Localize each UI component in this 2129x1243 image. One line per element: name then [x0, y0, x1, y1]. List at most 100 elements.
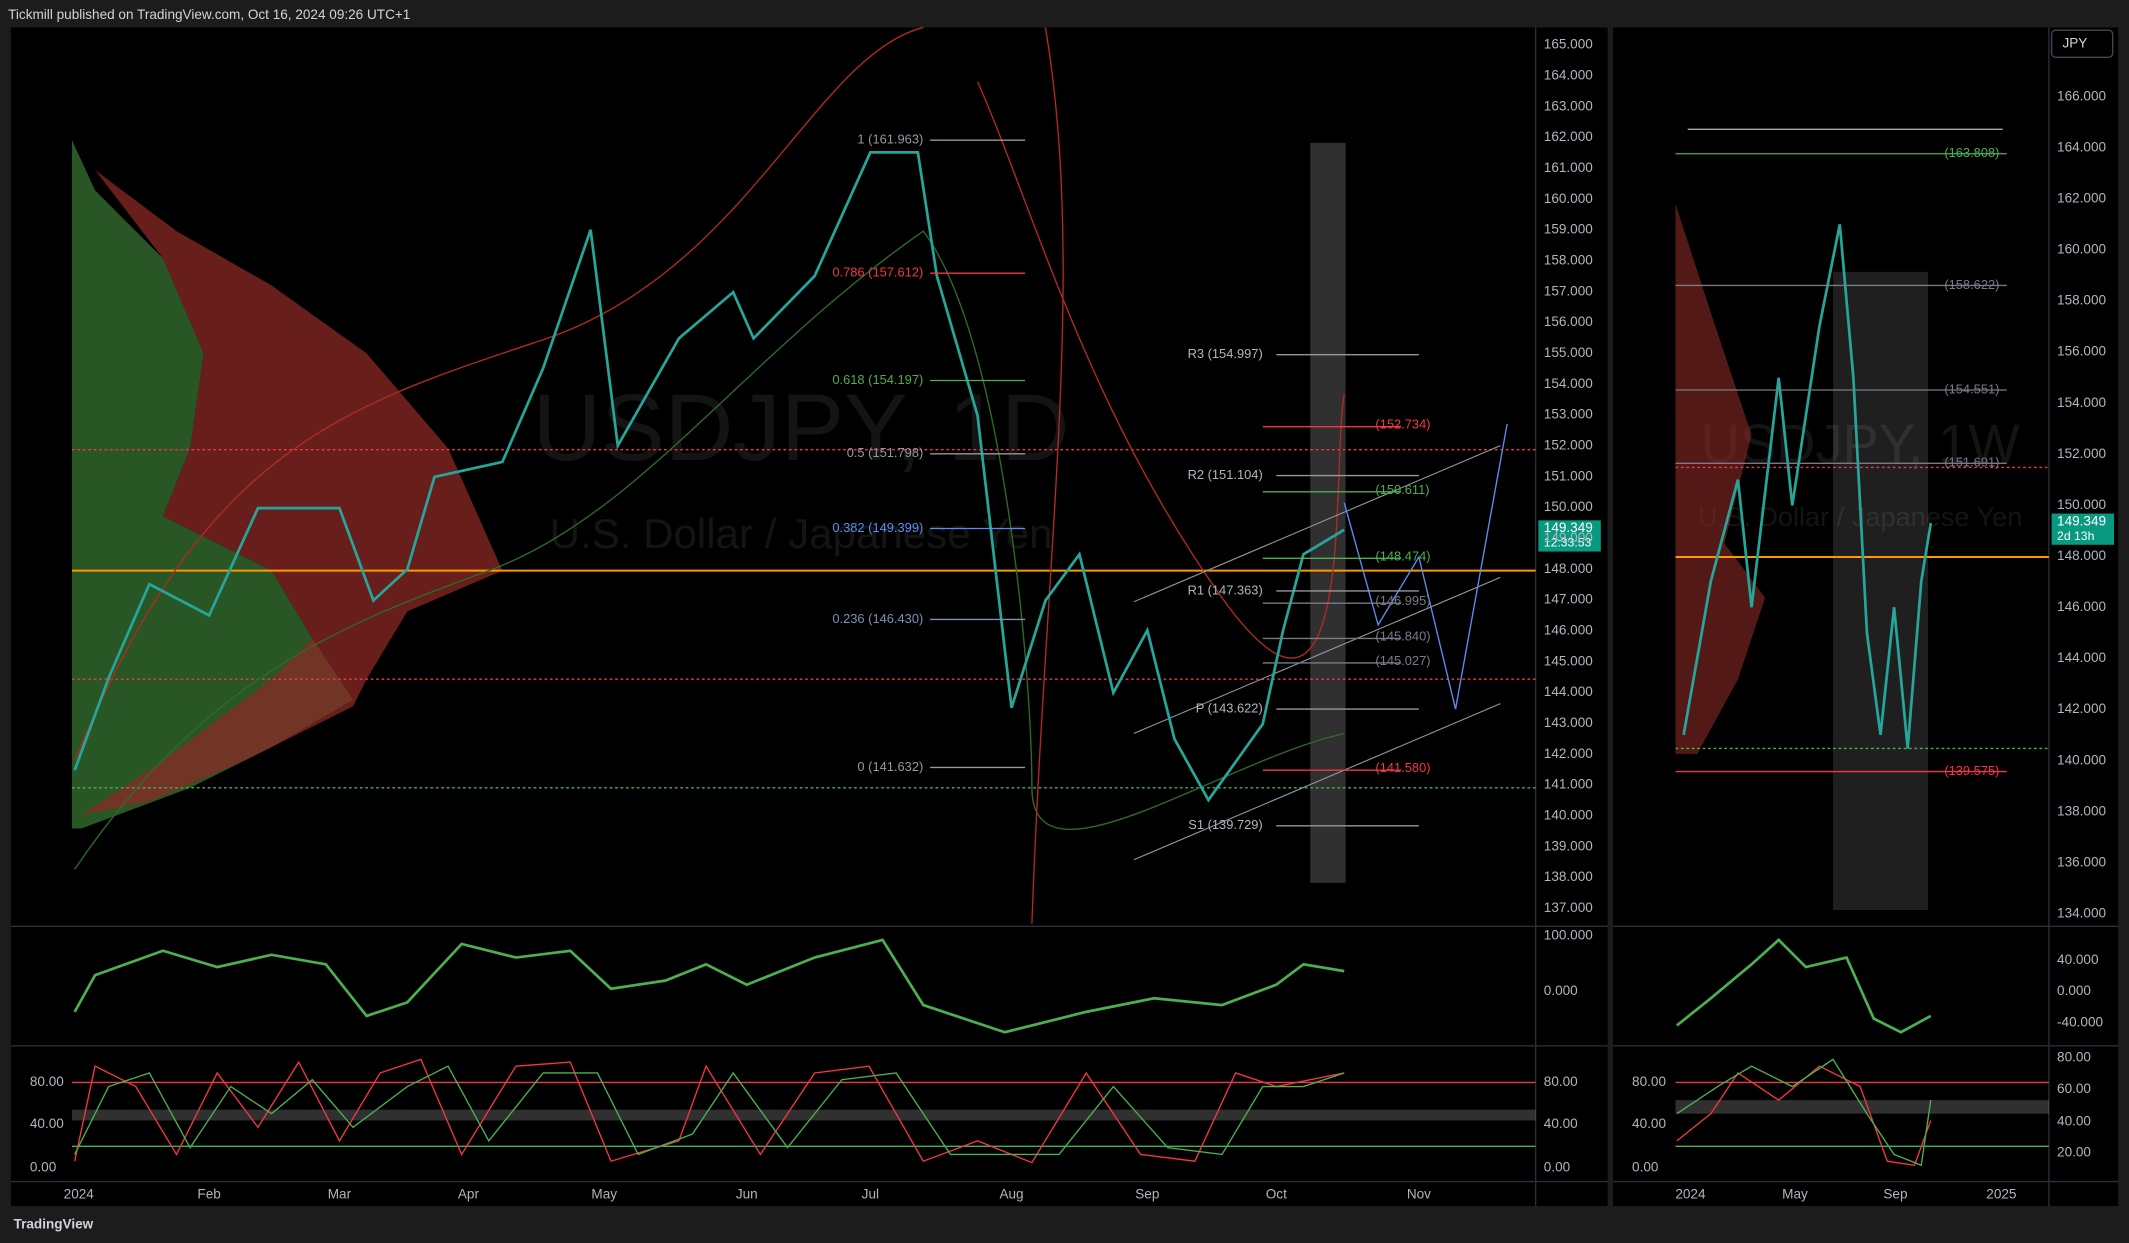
pivot-label: R3 (154.997): [1188, 346, 1263, 361]
stoch-tick-label: 0.00: [30, 1160, 57, 1175]
time-tick-label: Oct: [1266, 1187, 1287, 1202]
last-price: 149.349: [1544, 520, 1593, 535]
time-tick-label: Jun: [736, 1187, 758, 1202]
price-tick-label: 164.000: [2057, 139, 2106, 154]
price-tick-label: 134.000: [2057, 906, 2106, 921]
price-tick-label: 150.000: [2057, 497, 2106, 512]
price-tick-label: 156.000: [1544, 314, 1593, 329]
time-tick-label: Nov: [1407, 1187, 1431, 1202]
level-label: (148.474): [1375, 548, 1430, 563]
price-tick-label: 137.000: [1544, 900, 1593, 915]
time-tick-label: Sep: [1883, 1187, 1907, 1202]
price-tick-label: 139.000: [1544, 838, 1593, 853]
currency-label[interactable]: JPY: [2062, 35, 2087, 50]
watermark-symbol: USDJPY, 1W: [1701, 414, 2021, 475]
footer-brand: TradingView: [14, 1217, 94, 1232]
price-tick-label: 144.000: [2057, 650, 2106, 665]
level-label: (152.734): [1375, 417, 1430, 432]
price-tick-label: 152.000: [2057, 446, 2106, 461]
channel-line: [1133, 445, 1501, 603]
price-tick-label: 147.000: [1544, 592, 1593, 607]
price-tick-label: 142.000: [2057, 701, 2106, 716]
stoch-tick-label: 60.00: [2057, 1081, 2091, 1096]
stoch-tick-label: 80.00: [30, 1074, 64, 1089]
fib-label: 0.786 (157.612): [832, 265, 923, 280]
pivot-label: R1 (147.363): [1188, 582, 1263, 597]
stoch-tick-label: 80.00: [1632, 1074, 1666, 1089]
stoch-tick-label: 40.00: [2057, 1113, 2091, 1128]
price-tick-label: 164.000: [1544, 68, 1593, 83]
price-tick-label: 163.000: [1544, 98, 1593, 113]
last-price-tag: [1538, 520, 1601, 552]
level-label: (151.691): [1944, 455, 1999, 470]
time-tick-label: May: [1782, 1187, 1808, 1202]
price-tick-label: 144.000: [1544, 684, 1593, 699]
level-label: (150.611): [1375, 482, 1429, 497]
stoch-k: [1676, 1065, 1932, 1167]
fib-label: 0 (141.632): [857, 759, 923, 774]
fib-label: 0.5 (151.798): [847, 445, 924, 460]
price-tick-label: 166.000: [2057, 88, 2106, 103]
stoch-tick-label: 40.00: [1544, 1116, 1578, 1131]
currency-button[interactable]: [2050, 29, 2114, 59]
level-label: (139.575): [1944, 763, 1999, 778]
stoch-d: [1676, 1058, 1932, 1167]
price-tick-label: 138.000: [1544, 869, 1593, 884]
price-tick-label: 146.000: [2057, 599, 2106, 614]
price-path: [1682, 224, 1933, 749]
level-label: (146.995): [1375, 593, 1430, 608]
time-tick-label: May: [591, 1187, 617, 1202]
price-tick-label: 152.000: [1544, 438, 1593, 453]
price-tick-label: 153.000: [1544, 407, 1593, 422]
price-tick-label: 159.000: [1544, 222, 1593, 237]
level-label: (158.622): [1944, 277, 1999, 292]
projection-path: [1343, 423, 1508, 710]
price-tick-label: 138.000: [2057, 803, 2106, 818]
price-tick-label: 157.000: [1544, 283, 1593, 298]
channel-line: [1133, 703, 1501, 861]
time-tick-label: Apr: [458, 1187, 480, 1202]
level-label: (141.580): [1375, 760, 1430, 775]
oscillator-line: [73, 938, 1345, 1034]
last-price-tag: [2051, 513, 2115, 545]
price-tick-label: 165.000: [1544, 37, 1593, 52]
price-tick-label: 140.000: [1544, 808, 1593, 823]
volume-profile-down: [81, 170, 503, 815]
oscillator-line: [1676, 938, 1932, 1034]
price-tick-label: 162.000: [1544, 129, 1593, 144]
oscillator-tick-label: 0.000: [2057, 983, 2091, 998]
price-tick-label: 154.000: [1544, 376, 1593, 391]
session-volume-profile: [1310, 142, 1346, 883]
stoch-band: [71, 1109, 1536, 1121]
time-tick-label: Jul: [862, 1187, 879, 1202]
level-label: (145.027): [1375, 653, 1430, 668]
time-tick-label: Feb: [197, 1187, 220, 1202]
watermark-symbol: USDJPY, 1D: [533, 375, 1070, 481]
stoch-tick-label: 0.00: [1544, 1160, 1571, 1175]
stoch-tick-label: 40.00: [30, 1116, 64, 1131]
price-path: [73, 151, 1345, 803]
channel: [1133, 445, 1501, 861]
price-tick-label: 146.000: [1544, 623, 1593, 638]
pane-separators: [10, 27, 2119, 1207]
watermark-name: U.S. Dollar / Japanese Yen: [550, 510, 1053, 557]
price-tick-label: 140.000: [2057, 752, 2106, 767]
stoch-d: [74, 1065, 1345, 1156]
price-tick-label: 141.000: [1544, 777, 1593, 792]
pivot-label: S1 (139.729): [1188, 817, 1262, 832]
time-tick-label: Sep: [1135, 1187, 1159, 1202]
stoch-tick-label: 80.00: [2057, 1050, 2091, 1065]
last-price: 149.349: [2057, 513, 2106, 528]
price-tick-label: 148.000: [1544, 561, 1593, 576]
volume-profile: [1675, 203, 1766, 754]
oscillator-tick-label: -40.000: [2057, 1014, 2103, 1029]
level-label: (163.808): [1944, 145, 1999, 160]
price-tick-label: 156.000: [2057, 344, 2106, 359]
countdown: 2d 13h: [2057, 529, 2094, 543]
level-label: (145.840): [1375, 629, 1430, 644]
upper-band: [74, 26, 1345, 761]
price-tick-label: 154.000: [2057, 395, 2106, 410]
oscillator-tick-label: 0.000: [1544, 983, 1578, 998]
price-tick-label: 162.000: [2057, 190, 2106, 205]
